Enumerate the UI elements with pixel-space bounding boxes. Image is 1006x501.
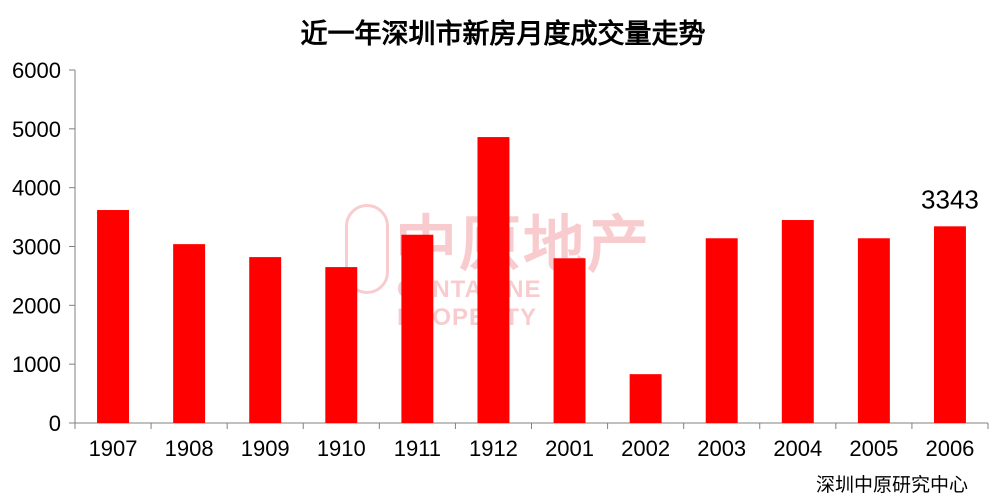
bar-1907 [97, 210, 130, 423]
x-tick-label: 1910 [317, 436, 366, 461]
y-axis: 0 1000 2000 3000 4000 5000 6000 [12, 58, 76, 436]
x-tick-label: 1911 [394, 436, 441, 461]
y-tick-label: 3000 [12, 235, 61, 260]
x-tick-label: 2006 [925, 436, 974, 461]
bar-2006 [933, 226, 966, 423]
chart-title: 近一年深圳市新房月度成交量走势 [300, 19, 706, 50]
x-tick-label: 2005 [849, 436, 898, 461]
data-labels: 3343 [921, 184, 979, 214]
bar-1908 [173, 244, 206, 423]
bar-2001 [553, 258, 586, 423]
y-tick-label: 2000 [12, 293, 61, 318]
bar-2003 [705, 238, 738, 423]
data-label: 3343 [921, 184, 979, 214]
y-tick-label: 6000 [12, 58, 61, 83]
x-tick-label: 1912 [469, 436, 518, 461]
y-tick-label: 4000 [12, 176, 61, 201]
bar-1911 [401, 234, 434, 423]
x-tick-label: 2002 [621, 436, 670, 461]
x-tick-label: 2003 [697, 436, 746, 461]
bar-2004 [781, 220, 814, 423]
x-tick-label: 1907 [89, 436, 138, 461]
bars [97, 137, 966, 423]
x-tick-label: 2004 [773, 436, 822, 461]
y-tick-label: 0 [49, 411, 61, 436]
bar-1910 [325, 267, 358, 423]
x-tick-label: 2001 [545, 436, 594, 461]
bar-1909 [249, 257, 282, 423]
source-note: 深圳中原研究中心 [815, 474, 968, 496]
x-axis: 1907 1908 1909 1910 1911 1912 2001 2002 2003 2004… [74, 422, 989, 461]
y-tick-label: 1000 [12, 352, 61, 377]
bar-2002 [629, 374, 662, 423]
bar-2005 [857, 238, 890, 423]
x-tick-label: 1909 [241, 436, 290, 461]
bar-1912 [477, 137, 510, 423]
x-tick-label: 1908 [165, 436, 214, 461]
y-tick-label: 5000 [12, 117, 61, 142]
